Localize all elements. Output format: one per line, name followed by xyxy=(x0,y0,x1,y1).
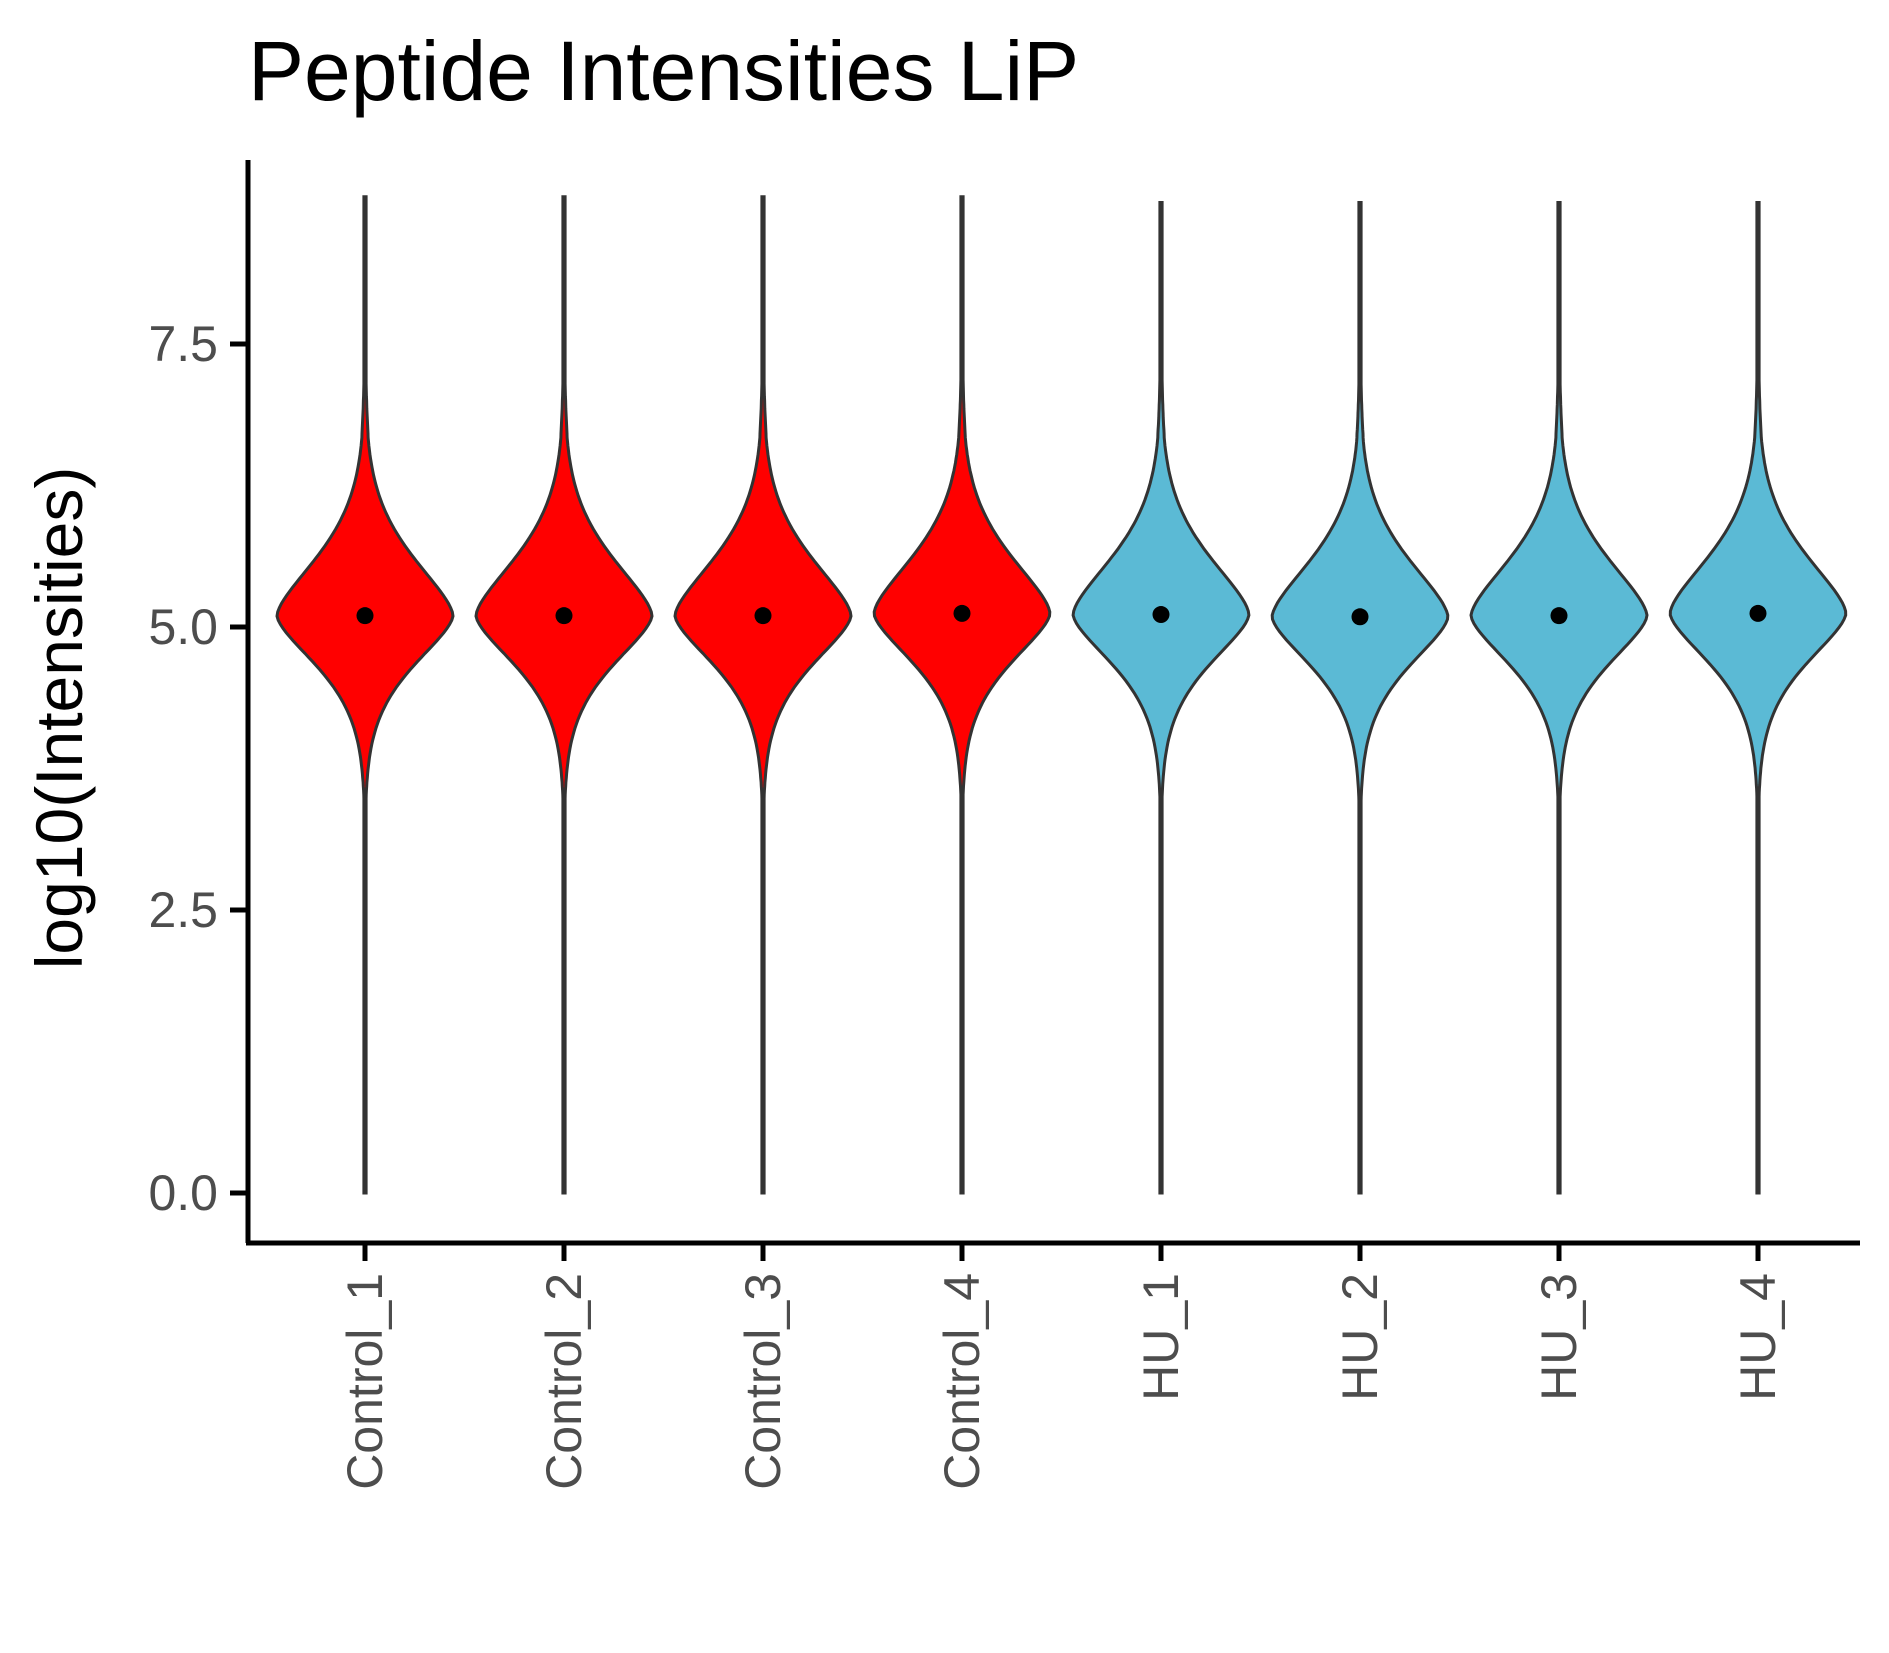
mean-point-Control_3 xyxy=(754,607,772,625)
violin-HU_2 xyxy=(1270,201,1450,1195)
y-tick-label: 7.5 xyxy=(148,316,218,372)
x-tick-label: HU_4 xyxy=(1730,1273,1786,1401)
violin-Control_4 xyxy=(872,195,1052,1195)
violin-HU_1 xyxy=(1071,201,1251,1195)
chart-title: Peptide Intensities LiP xyxy=(248,24,1079,118)
x-tick-label: Control_2 xyxy=(536,1273,592,1490)
x-tick-label: HU_1 xyxy=(1133,1273,1189,1401)
x-tick-label: Control_3 xyxy=(735,1273,791,1490)
mean-point-Control_2 xyxy=(555,607,573,625)
y-axis-label: log10(Intensities) xyxy=(22,467,96,970)
mean-point-Control_4 xyxy=(953,604,971,622)
mean-point-HU_1 xyxy=(1152,606,1170,624)
violin-Control_1 xyxy=(275,195,455,1195)
mean-point-HU_4 xyxy=(1749,604,1767,622)
x-tick-label: HU_3 xyxy=(1531,1273,1587,1401)
mean-point-HU_2 xyxy=(1351,608,1369,626)
mean-point-Control_1 xyxy=(356,607,374,625)
x-tick-label: Control_4 xyxy=(934,1273,990,1490)
violin-Control_2 xyxy=(474,195,654,1195)
y-tick-label: 0.0 xyxy=(148,1165,218,1221)
x-tick-label: Control_1 xyxy=(337,1273,393,1490)
violin-HU_3 xyxy=(1469,201,1649,1195)
violin-Control_3 xyxy=(673,195,853,1195)
y-tick-label: 5.0 xyxy=(148,599,218,655)
plot-area: 0.0 2.5 5.0 7.5 Control_1 Control_2 Control_3 C… xyxy=(148,160,1860,1490)
violin-HU_4 xyxy=(1668,201,1848,1195)
x-tick-label: HU_2 xyxy=(1332,1273,1388,1401)
y-tick-label: 2.5 xyxy=(148,882,218,938)
mean-point-HU_3 xyxy=(1550,607,1568,625)
